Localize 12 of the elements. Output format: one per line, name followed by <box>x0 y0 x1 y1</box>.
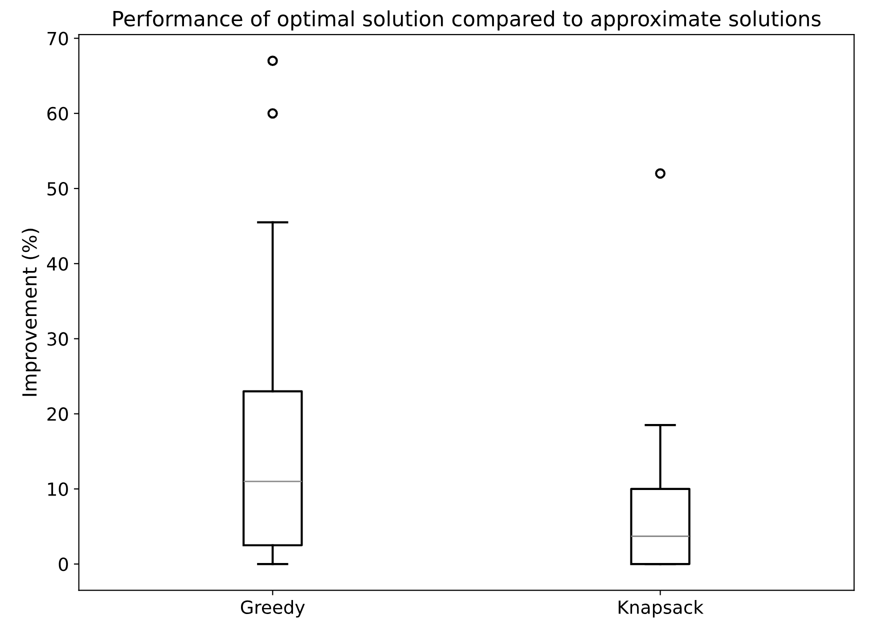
x-tick-label: Greedy <box>240 600 305 618</box>
y-tick-label: 50 <box>48 182 68 196</box>
x-tick-label: Knapsack <box>618 600 704 618</box>
y-tick-label: 60 <box>47 106 68 121</box>
y-axis-title: Improvement (%) <box>22 228 41 396</box>
y-tick-label: 70 <box>48 32 68 46</box>
y-tick-label: 40 <box>47 257 68 271</box>
y-tick-label: 0 <box>58 557 68 572</box>
chart-title: Performance of optimal solution compared to approximate solutions <box>113 10 821 31</box>
y-tick-label: 30 <box>48 332 68 346</box>
y-tick-label: 10 <box>48 482 68 496</box>
y-tick-label: 20 <box>47 407 68 421</box>
